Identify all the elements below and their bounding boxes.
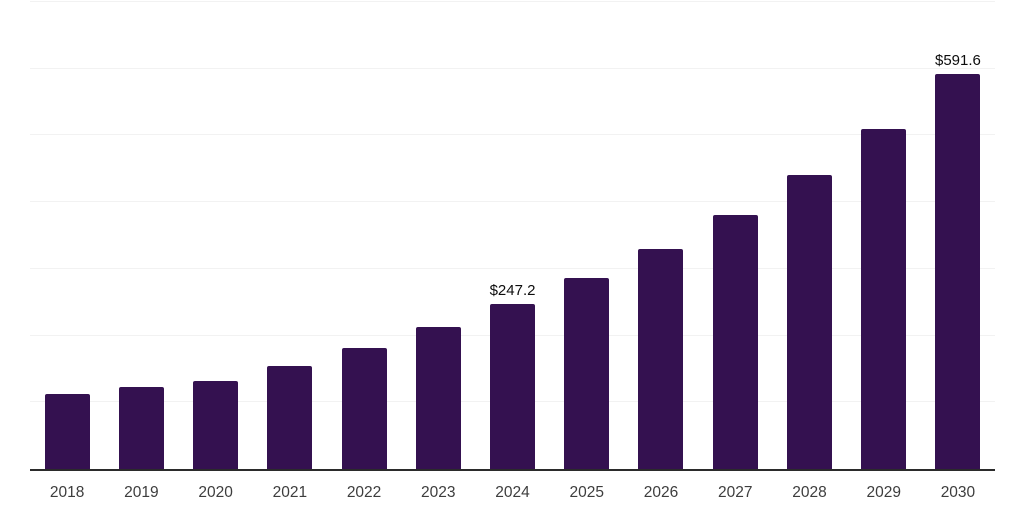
bar-2026 <box>638 248 684 469</box>
bar-group-2028 <box>772 0 846 469</box>
bar-group-2024: $247.2 <box>475 0 549 469</box>
bar-group-2026 <box>624 0 698 469</box>
gridline-600 <box>30 67 995 69</box>
bar-2025 <box>564 278 610 469</box>
bar-2022 <box>341 348 387 469</box>
data-label-2024: $247.2 <box>489 282 536 300</box>
bar-group-2030: $591.6 <box>921 0 995 469</box>
bars-row: $247.2 $591.6 <box>30 0 995 469</box>
bar-2024 <box>490 304 536 469</box>
x-tick-label-2018: 2018 <box>49 484 85 501</box>
x-tick-label-2025: 2025 <box>569 484 604 501</box>
x-tick-label-2027: 2027 <box>717 484 753 501</box>
x-tick-label-2030: 2030 <box>940 484 976 501</box>
bar-group-2021 <box>253 0 327 469</box>
bar-group-2023 <box>401 0 475 469</box>
x-tick-label-2022: 2022 <box>346 484 382 501</box>
bar-2028 <box>786 175 832 469</box>
x-tick-label-2023: 2023 <box>421 484 456 501</box>
x-tick-label-2021: 2021 <box>272 484 308 501</box>
bar-group-2020 <box>178 0 252 469</box>
bar-group-2029 <box>847 0 921 469</box>
x-tick-label-2026: 2026 <box>643 484 679 501</box>
bar-2018 <box>44 393 90 469</box>
bar-2020 <box>193 381 239 469</box>
gridline-700 <box>30 1 995 2</box>
bar-group-2027 <box>698 0 772 469</box>
plot-area: $247.2 $591.6 <box>30 0 995 471</box>
bar-2021 <box>267 366 313 469</box>
bar-group-2025 <box>550 0 624 469</box>
bar-group-2018 <box>30 0 104 469</box>
x-tick-label-2029: 2029 <box>866 484 901 501</box>
gridline-500 <box>30 134 995 136</box>
bar-2029 <box>861 128 907 469</box>
data-label-2030: $591.6 <box>934 52 981 70</box>
bar-group-2019 <box>104 0 178 469</box>
x-tick-label-2024: 2024 <box>495 484 530 501</box>
bar-2027 <box>712 215 758 469</box>
bar-2019 <box>118 387 164 469</box>
x-axis-labels: 2018 2019 2020 2021 2022 2023 2024 2025 2026 2027… <box>30 471 995 502</box>
x-tick-label-2020: 2020 <box>198 484 233 501</box>
x-tick-label-2028: 2028 <box>792 484 827 501</box>
gridline-300 <box>30 267 995 269</box>
bar-2030 <box>935 74 981 469</box>
x-tick-label-2019: 2019 <box>124 484 159 501</box>
bar-group-2022 <box>327 0 401 469</box>
bar-2023 <box>415 326 461 469</box>
gridline-400 <box>30 201 995 203</box>
